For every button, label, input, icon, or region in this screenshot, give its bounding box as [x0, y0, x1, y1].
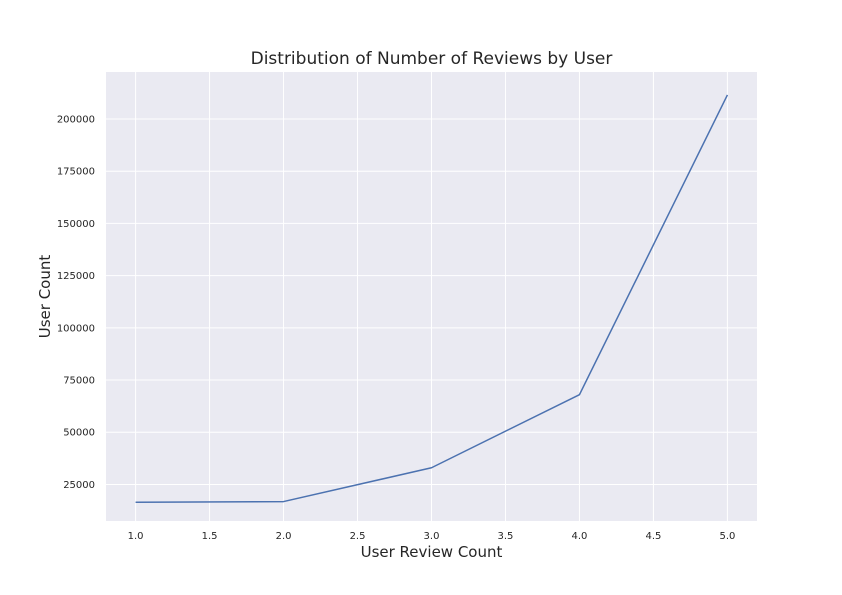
x-tick-label: 1.5	[202, 531, 218, 542]
x-tick-label: 5.0	[719, 531, 735, 542]
y-tick-label: 75000	[63, 376, 95, 387]
x-tick-label: 4.0	[572, 531, 588, 542]
y-tick-label: 175000	[57, 167, 95, 178]
y-tick-label: 125000	[57, 271, 95, 282]
x-tick-label: 3.5	[498, 531, 514, 542]
x-ticks: 1.0 1.5 2.0 2.5 3.0 3.5 4.0 4.5 5.0	[128, 531, 736, 542]
series-group	[135, 94, 729, 503]
x-tick-label: 2.0	[276, 531, 292, 542]
y-ticks: 25000 50000 75000 100000 125000 150000 175000 2…	[57, 114, 95, 490]
x-tick-label: 3.0	[424, 531, 440, 542]
x-tick-label: 4.5	[645, 531, 661, 542]
x-tick-label: 1.0	[128, 531, 144, 542]
y-tick-label: 100000	[57, 323, 95, 334]
y-tick-label: 200000	[57, 114, 95, 125]
chart-title: Distribution of Number of Reviews by Use…	[251, 49, 613, 69]
x-axis-label: User Review Count	[361, 543, 503, 561]
x-tick-label: 2.5	[350, 531, 366, 542]
series-line-0	[135, 94, 729, 503]
grid	[106, 72, 757, 521]
y-tick-label: 50000	[63, 428, 95, 439]
y-tick-label: 25000	[63, 480, 95, 491]
y-axis-label: User Count	[36, 255, 54, 339]
y-tick-label: 150000	[57, 219, 95, 230]
